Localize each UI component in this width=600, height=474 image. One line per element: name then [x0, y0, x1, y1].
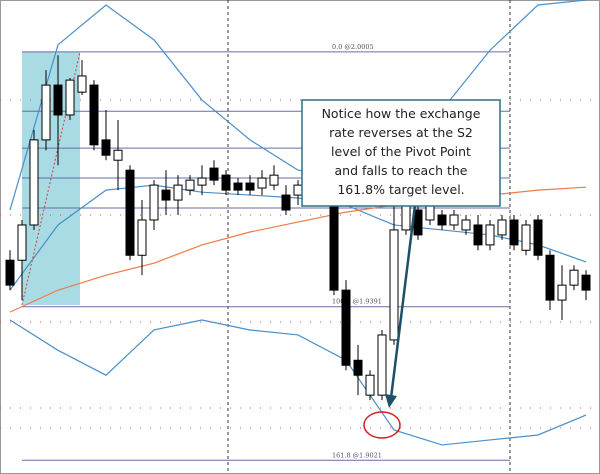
callout-line: level of the Pivot Point	[331, 144, 471, 159]
callout-text: Notice how the exchange rate reverses at …	[322, 106, 481, 197]
callout-line: Notice how the exchange	[322, 106, 481, 121]
candle-body	[173, 184, 183, 201]
candle-body	[65, 79, 75, 116]
candle-body	[101, 139, 111, 156]
fib-label: 0.0 @2.0005	[332, 43, 374, 51]
candle-body	[353, 359, 363, 376]
candle-body	[389, 229, 399, 341]
candle-body	[581, 274, 591, 291]
candle-body	[329, 199, 339, 291]
candle-body	[365, 374, 375, 396]
candle-body	[509, 219, 519, 246]
candle-body	[29, 139, 39, 226]
callout-arrow	[389, 204, 417, 399]
candle-body	[449, 214, 459, 226]
target-circle	[363, 411, 401, 439]
candle-body	[125, 169, 135, 256]
candle-body	[341, 289, 351, 366]
candle-body	[149, 184, 159, 221]
candle-body	[89, 84, 99, 146]
callout-line: rate reverses at the S2	[329, 125, 473, 140]
candle-body	[245, 182, 255, 191]
candle-body	[209, 167, 219, 181]
candle-body	[53, 84, 63, 116]
candle-body	[293, 184, 303, 196]
candle-body	[17, 224, 27, 261]
fib-label: 161.8 @1.9021	[332, 451, 382, 459]
candle-body	[557, 284, 567, 301]
candle-body	[485, 224, 495, 246]
candle-body	[377, 334, 387, 396]
candle-body	[269, 174, 279, 186]
candle-body	[113, 149, 123, 161]
candle-body	[473, 224, 483, 246]
callout-box	[301, 99, 501, 207]
fib-label: 100.0 @1.9391	[332, 298, 382, 306]
candle-body	[569, 269, 579, 286]
candle-body	[257, 177, 267, 189]
candle-body	[497, 219, 507, 236]
candle-body	[77, 75, 87, 93]
candle-body	[533, 219, 543, 256]
candle-body	[41, 84, 51, 141]
candle-body	[161, 189, 171, 201]
indicator-line	[9, 319, 587, 446]
candle-body	[185, 179, 195, 191]
callout-line: and falls to reach the	[334, 163, 467, 178]
candle-body	[437, 214, 447, 226]
callout-line: 161.8% target level.	[337, 182, 464, 197]
callout: Notice how the exchange rate reverses at …	[301, 99, 501, 439]
candle-body	[233, 182, 243, 191]
candle-body	[461, 219, 471, 231]
candle-body	[413, 209, 423, 236]
candle-body	[521, 224, 531, 251]
candle-body	[5, 259, 15, 286]
arrow-head	[385, 394, 397, 408]
candle-body	[137, 219, 147, 256]
indicator-line	[9, 0, 587, 211]
candle-body	[221, 174, 231, 191]
candle-body	[281, 194, 291, 211]
candle-body	[197, 177, 207, 186]
candle-body	[545, 254, 555, 301]
